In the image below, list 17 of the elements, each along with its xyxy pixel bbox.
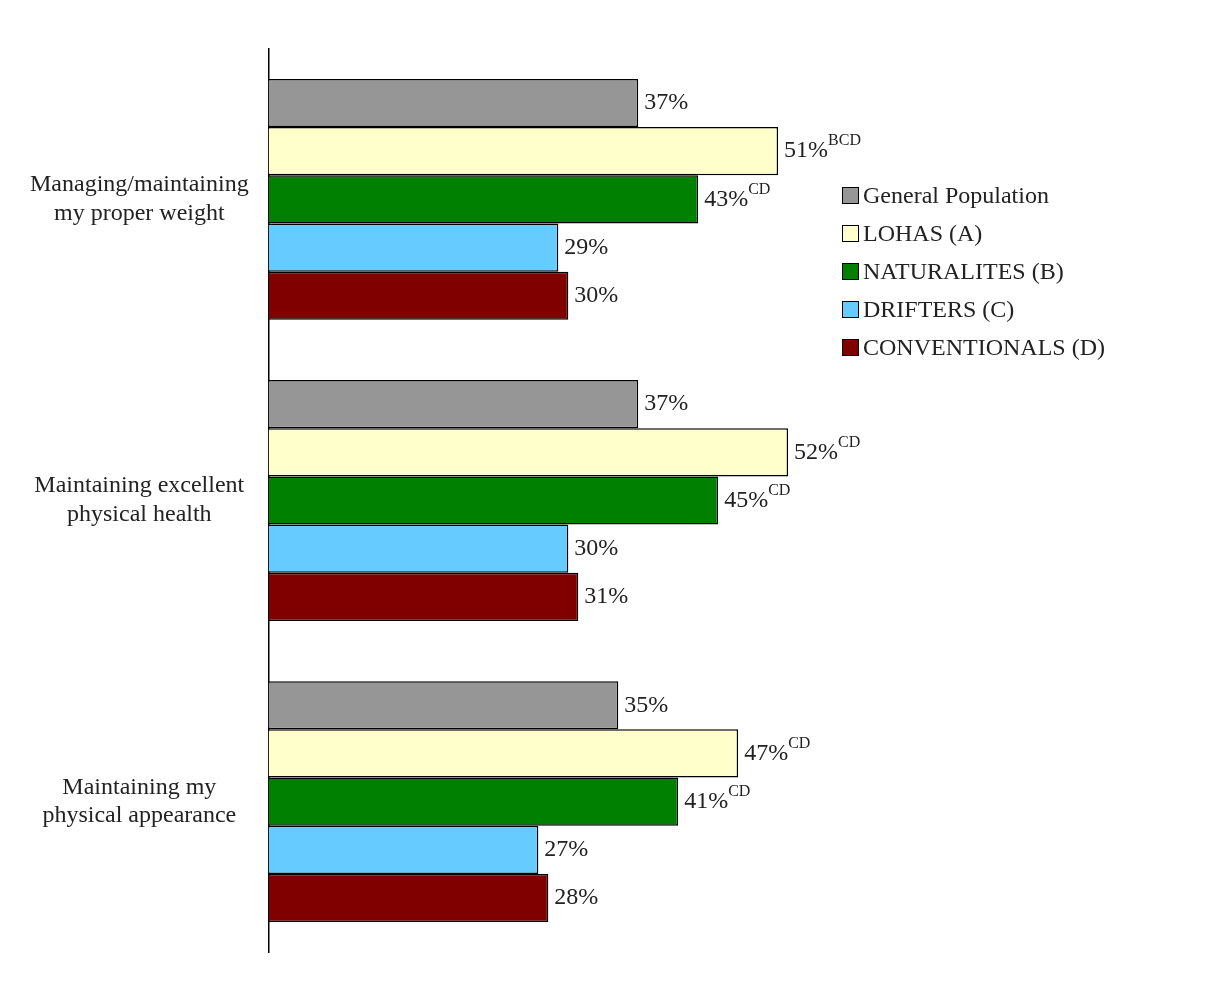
data-label: 35% (624, 690, 669, 717)
data-label: 28% (554, 883, 599, 910)
legend-label: General Population (863, 181, 1049, 209)
y-tick-label: Maintaining my physical appearance (42, 772, 237, 828)
data-label: 29% (564, 232, 609, 259)
data-label: 37% (644, 88, 689, 115)
data-label: 31% (584, 582, 629, 609)
legend-label: CONVENTIONALS (D) (863, 333, 1105, 361)
data-label: 27% (544, 835, 589, 862)
data-label: 37% (644, 389, 689, 416)
legend-label: LOHAS (A) (863, 219, 983, 247)
legend-label: DRIFTERS (C) (863, 295, 1015, 323)
data-label: 30% (574, 281, 619, 308)
y-tick-label: Maintaining excellent physical health (34, 471, 245, 527)
y-tick-label: Managing/maintaining my proper weight (30, 170, 249, 226)
data-label: 30% (574, 533, 619, 560)
legend-label: NATURALITES (B) (863, 257, 1064, 285)
